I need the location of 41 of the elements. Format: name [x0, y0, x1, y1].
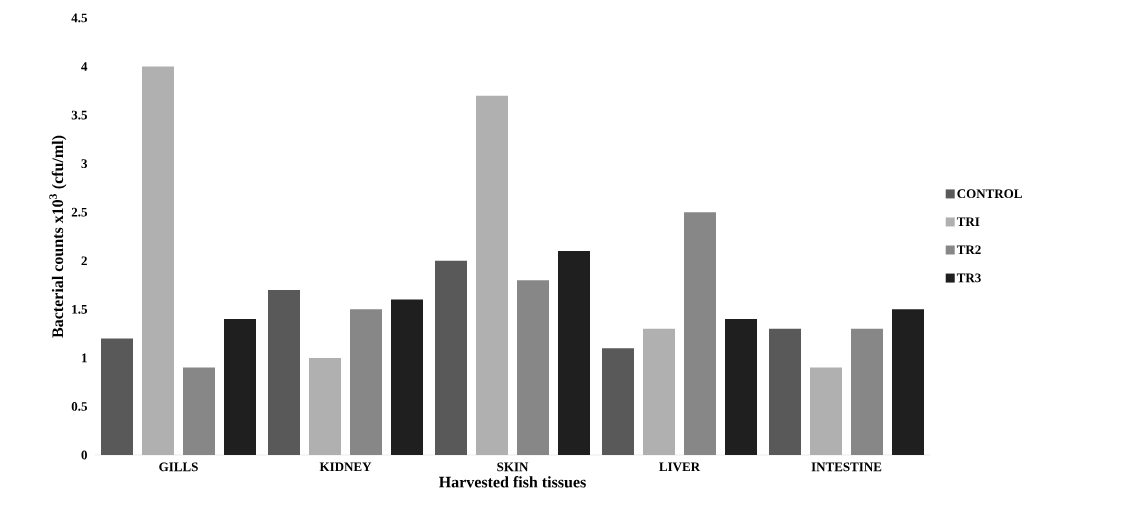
y-tick-label: 4.5 [71, 13, 88, 23]
legend-label: TR2 [956, 245, 981, 255]
y-tick-label: 2.5 [71, 207, 88, 217]
legend-label: CONTROL [957, 189, 1022, 199]
bar [892, 309, 925, 455]
bar [851, 328, 884, 455]
legend-label: TR3 [956, 273, 981, 283]
x-axis-title: Harvested fish tissues [439, 476, 586, 488]
bar [309, 357, 341, 455]
bar [224, 319, 256, 455]
bar [643, 328, 675, 455]
x-tick-label: LIVER [659, 462, 701, 472]
bar [142, 66, 174, 455]
bar [558, 251, 590, 455]
legend-label: TRI [956, 217, 980, 226]
x-tick-label: KIDNEY [319, 462, 372, 472]
y-tick-label: 2 [81, 256, 87, 266]
y-tick-label: 0.5 [71, 402, 88, 411]
x-tick-label: INTESTINE [811, 462, 882, 472]
bar [810, 367, 843, 455]
bar [268, 289, 300, 455]
bar [391, 299, 423, 455]
x-tick-label: SKIN [497, 462, 529, 472]
y-tick-label: 4 [81, 62, 88, 71]
y-tick-label: 3 [81, 159, 88, 169]
bar [435, 260, 467, 455]
bar [517, 280, 549, 455]
y-tick-label: 1.5 [72, 304, 88, 314]
y-tick-label: 1 [82, 353, 87, 363]
bar [350, 309, 382, 455]
y-tick-label: 3.5 [71, 110, 88, 120]
bar [476, 95, 508, 455]
bar [183, 367, 215, 455]
bar [769, 328, 802, 455]
x-tick-label: GILLS [159, 462, 198, 472]
bar [602, 348, 634, 455]
bar [725, 319, 758, 455]
bar [684, 212, 717, 455]
bar [101, 338, 133, 455]
y-tick-label: 0 [81, 450, 87, 460]
y-axis-title: Bacterial counts x10$^{3}$ (cfu/ml) [49, 135, 67, 338]
